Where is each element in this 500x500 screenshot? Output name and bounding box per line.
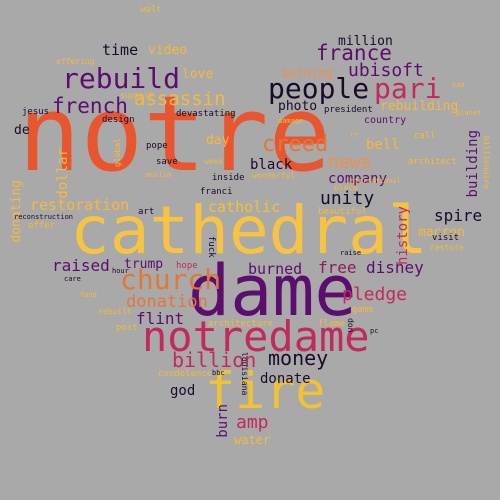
word-inside: inside (212, 173, 245, 183)
word-church: church (120, 263, 222, 296)
word-care: care (64, 275, 81, 283)
word-rebuilding: rebuilding (380, 99, 459, 114)
word-raised: raised (52, 256, 110, 275)
word-week: week (204, 157, 224, 166)
word-hope: hope (176, 261, 198, 271)
word-million: million (338, 34, 393, 49)
word-architect: architect (408, 157, 457, 167)
word-bbc: bbc (212, 369, 225, 377)
word-love: love (182, 67, 214, 82)
word-devastating: devastating (176, 109, 236, 119)
word-photo: photo (278, 99, 318, 114)
word-jesus: jesus (22, 107, 50, 117)
word-muslim: muslim (146, 171, 172, 179)
word-offer: offer (28, 221, 56, 231)
word-rebuilt: rebuilt (98, 307, 132, 316)
word-billion: billion (172, 348, 257, 372)
word-beautiful: beautiful (318, 207, 367, 217)
word-dame: dame (188, 250, 357, 332)
word-notredame: notredame (142, 312, 370, 361)
word-disney: disney (366, 258, 424, 277)
word-french: french (52, 94, 128, 118)
word-donate: donate (260, 371, 311, 387)
word-fire: fire (205, 362, 326, 420)
word-design: design (102, 115, 135, 125)
word-restoration: restoration (30, 196, 130, 214)
word-pope: pope (146, 141, 168, 151)
word-wonderful: wonderful (252, 171, 296, 180)
word-company: company (328, 171, 388, 187)
word-flint: flint (136, 309, 185, 328)
word-visit: visit (432, 233, 460, 243)
word-burning: burning (282, 66, 333, 80)
word-save: save (156, 157, 178, 167)
word-flame: flame (318, 319, 346, 329)
word-spire: spire (434, 206, 483, 225)
word-offering: offering (56, 57, 95, 66)
word-condolence: condolence (158, 369, 213, 379)
word-billionaire: billionaire (482, 136, 491, 189)
word-amp: amp (236, 412, 269, 433)
word-water: water (234, 433, 271, 447)
word-pari: pari (374, 72, 442, 105)
word-sad: sad (452, 81, 465, 89)
word-damage: damage (278, 117, 304, 125)
word-raise: raise (340, 249, 362, 257)
word-international: international (346, 177, 401, 185)
word-dollar: dollar (55, 148, 71, 199)
word-franci: franci (200, 187, 233, 197)
word-donation: donation (126, 292, 208, 312)
word-assassin: assassin (134, 88, 226, 110)
word-country: country (364, 115, 407, 126)
word-france: france (316, 41, 392, 65)
word-pledge: pledge (342, 284, 408, 305)
word-planet: planet (456, 109, 482, 117)
word-don: don (346, 318, 355, 333)
word-catholic: catholic (208, 198, 281, 216)
word-building: building (465, 130, 481, 198)
word-time: time (102, 41, 139, 59)
word-louisiana: louisiana (240, 352, 249, 396)
word-video: video (148, 43, 188, 58)
word-rebuild: rebuild (62, 62, 181, 95)
word-place: place (334, 183, 359, 192)
word-art: art (138, 207, 155, 217)
word-pc: pc (370, 327, 379, 335)
word-support: support (120, 91, 154, 100)
word-bell: bell (366, 137, 400, 153)
word-walt: walt (140, 5, 162, 15)
word-ubisoft: ubisoft (348, 60, 424, 81)
word-news: news (328, 152, 372, 173)
word-people: people (268, 72, 370, 105)
word-unity: unity (320, 188, 375, 209)
word-creed: creed (262, 132, 329, 157)
word-notre: notre (18, 73, 332, 195)
word-post: post (116, 323, 138, 333)
word-macron: macron (418, 225, 465, 240)
word-de: de (14, 123, 30, 138)
word-day: day (206, 133, 230, 148)
word-reconstruction: reconstruction (14, 213, 74, 221)
word-cathedral: cathedral (70, 192, 428, 269)
word-black: black (250, 157, 293, 173)
word-burned: burned (248, 260, 303, 278)
word-rt: rt (350, 131, 359, 139)
word-restore: restore (430, 243, 464, 252)
word-fuck: fuck (206, 236, 216, 258)
word-call: call (414, 131, 436, 141)
word-trump: trump (124, 257, 164, 272)
word-donating: donating (9, 180, 24, 243)
word-architecture: architecture (208, 319, 274, 329)
word-president: president (324, 105, 373, 115)
word-game: game (352, 305, 374, 315)
word-free: free (318, 258, 357, 277)
word-burn: burn (215, 404, 231, 438)
word-hour: hour (112, 267, 129, 275)
word-history: history (395, 206, 411, 266)
word-god: god (170, 383, 196, 399)
word-money: money (268, 346, 329, 370)
word-global: global (113, 138, 122, 167)
word-fund: fund (80, 291, 97, 299)
